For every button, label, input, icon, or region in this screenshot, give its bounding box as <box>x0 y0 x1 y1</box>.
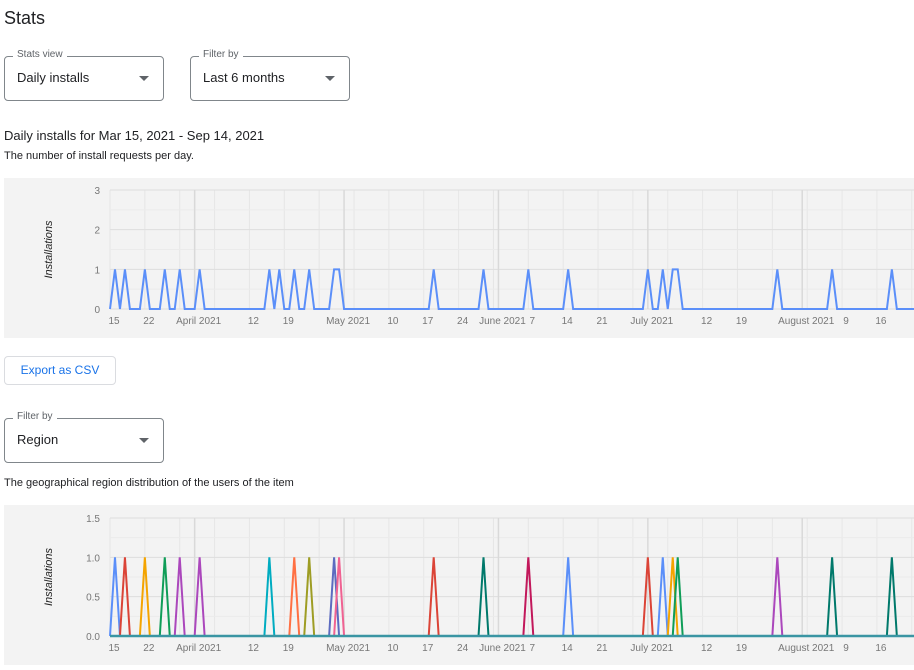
x-tick-label: 12 <box>248 316 260 327</box>
x-tick-label: 16 <box>875 643 887 654</box>
region-description: The geographical region distribution of … <box>4 477 294 489</box>
x-tick-label: 17 <box>422 316 434 327</box>
x-tick-label: 16 <box>875 316 887 327</box>
x-tick-label: May 2021 <box>326 643 370 654</box>
page-title: Stats <box>4 8 46 28</box>
x-tick-label: 21 <box>596 643 608 654</box>
y-axis-label: Installations <box>43 220 55 279</box>
y-axis-label: Installations <box>43 547 55 606</box>
stats-view-select[interactable]: Stats view Daily installs <box>4 49 164 101</box>
x-tick-label: 19 <box>736 316 748 327</box>
x-tick-label: 21 <box>596 316 608 327</box>
y-tick-label: 0.0 <box>86 632 100 643</box>
period-filter-value: Last 6 months <box>203 70 285 85</box>
x-tick-label: May 2021 <box>326 316 370 327</box>
x-tick-label: July 2021 <box>630 643 673 654</box>
x-tick-label: 9 <box>843 643 849 654</box>
x-tick-label: 15 <box>108 643 120 654</box>
region-chart: 0.0 0.5 1.0 1.5 15 22 April 2021 12 19 May 2021 10… <box>4 505 914 665</box>
x-tick-label: 12 <box>248 643 260 654</box>
x-tick-label: 24 <box>457 643 469 654</box>
y-tick-label: 2 <box>94 226 100 237</box>
x-tick-label: August 2021 <box>778 643 835 654</box>
x-tick-label: June 2021 <box>479 316 526 327</box>
region-chart-svg: 0.0 0.5 1.0 1.5 15 22 April 2021 12 19 May 2021 10… <box>43 514 914 654</box>
x-tick-label: 12 <box>701 316 713 327</box>
dropdown-arrow-icon <box>325 76 335 81</box>
x-tick-label: 19 <box>283 316 295 327</box>
x-tick-label: August 2021 <box>778 316 835 327</box>
x-tick-label: April 2021 <box>176 643 221 654</box>
dropdown-arrow-icon <box>139 76 149 81</box>
y-tick-label: 1.5 <box>86 514 100 525</box>
dropdown-arrow-icon <box>139 438 149 443</box>
x-tick-label: 10 <box>387 316 399 327</box>
section-heading: Daily installs for Mar 15, 2021 - Sep 14… <box>4 128 265 143</box>
y-tick-label: 0 <box>94 305 100 316</box>
x-tick-label: 15 <box>108 316 120 327</box>
x-tick-label: 9 <box>843 316 849 327</box>
x-tick-label: 19 <box>736 643 748 654</box>
x-tick-label: 14 <box>562 643 574 654</box>
period-filter-select[interactable]: Filter by Last 6 months <box>190 49 350 101</box>
y-tick-label: 1 <box>94 265 100 276</box>
y-tick-label: 0.5 <box>86 593 100 604</box>
x-tick-label: 22 <box>143 643 155 654</box>
x-tick-label: 24 <box>457 316 469 327</box>
y-tick-label: 3 <box>94 186 100 197</box>
x-tick-label: 22 <box>143 316 155 327</box>
x-tick-label: 7 <box>530 316 536 327</box>
x-tick-label: 14 <box>562 316 574 327</box>
stats-view-label: Stats view <box>13 49 67 60</box>
stats-view-value: Daily installs <box>17 70 90 85</box>
x-tick-label: June 2021 <box>479 643 526 654</box>
installs-series-line <box>109 268 914 310</box>
x-tick-label: 10 <box>387 643 399 654</box>
period-filter-label: Filter by <box>199 49 243 60</box>
daily-installs-chart: 0 1 2 3 15 22 April 2021 12 19 May 2021 10 17 24 June… <box>4 178 914 338</box>
x-tick-label: 7 <box>530 643 536 654</box>
region-filter-select[interactable]: Filter by Region <box>4 411 164 463</box>
export-csv-button[interactable]: Export as CSV <box>4 356 116 385</box>
region-filter-label: Filter by <box>13 411 57 422</box>
y-tick-label: 1.0 <box>86 553 100 564</box>
x-tick-label: 17 <box>422 643 434 654</box>
x-tick-label: April 2021 <box>176 316 221 327</box>
x-tick-label: 12 <box>701 643 713 654</box>
region-filter-value: Region <box>17 432 59 447</box>
section-description: The number of install requests per day. <box>4 150 194 162</box>
x-tick-label: July 2021 <box>630 316 673 327</box>
x-tick-label: 19 <box>283 643 295 654</box>
